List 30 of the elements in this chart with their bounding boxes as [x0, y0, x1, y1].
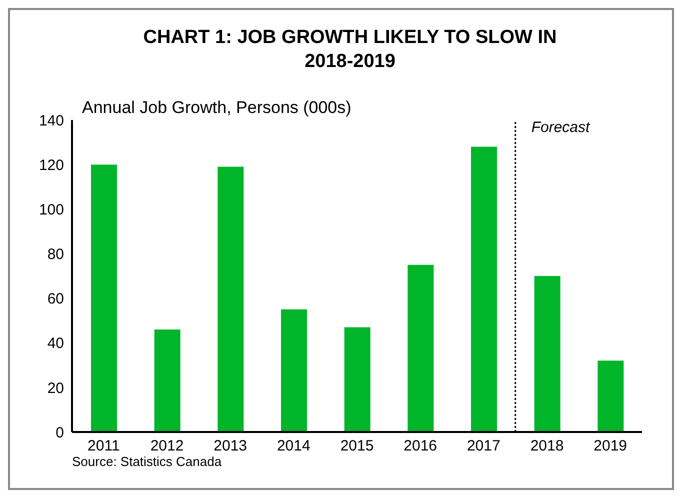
- chart-title: CHART 1: JOB GROWTH LIKELY TO SLOW IN 2018-2019: [142, 26, 558, 74]
- y-tick-label: 140: [38, 112, 64, 130]
- x-tick-label: 2016: [404, 438, 438, 455]
- bar: [344, 327, 370, 432]
- y-tick-label: 120: [38, 156, 64, 174]
- x-tick-label: 2017: [466, 438, 500, 455]
- y-tick-label: 80: [47, 246, 64, 264]
- x-tick-label: 2014: [276, 438, 310, 455]
- y-tick-label: 0: [56, 424, 64, 442]
- bar: [154, 329, 180, 432]
- ref-line-label: Forecast: [531, 119, 591, 136]
- x-tick-label: 2013: [214, 438, 248, 455]
- y-tick-label: 60: [47, 290, 64, 308]
- bar: [534, 276, 560, 432]
- y-tick-label: 40: [47, 335, 64, 352]
- bar: [598, 360, 624, 432]
- bar: [218, 166, 244, 432]
- x-tick-label: 2015: [340, 438, 374, 455]
- x-tick-label: 2011: [88, 438, 120, 455]
- bar: [408, 264, 434, 432]
- y-axis-title: Annual Job Growth, Persons (000s): [82, 98, 352, 118]
- x-tick-label: 2018: [530, 438, 564, 455]
- x-tick-label: 2012: [150, 438, 184, 455]
- source-note: Source: Statistics Canada: [72, 454, 222, 469]
- bar: [91, 164, 117, 432]
- x-tick-label: 2019: [594, 438, 628, 455]
- y-tick-label: 20: [47, 380, 64, 397]
- bar: [281, 309, 307, 432]
- y-tick-label: 100: [38, 201, 64, 218]
- bar: [471, 146, 497, 432]
